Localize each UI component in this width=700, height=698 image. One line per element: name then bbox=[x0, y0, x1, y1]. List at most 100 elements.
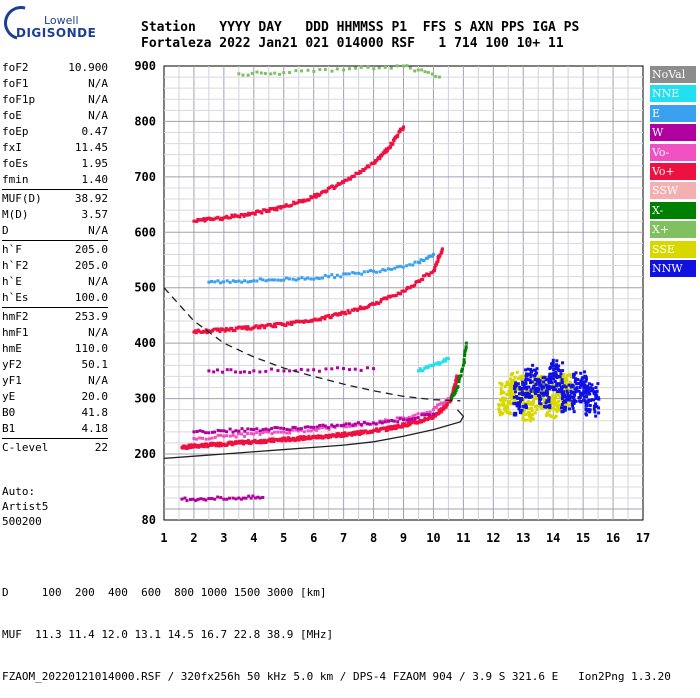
data-point bbox=[272, 430, 276, 434]
data-point bbox=[555, 405, 559, 409]
data-point bbox=[237, 496, 241, 500]
data-point bbox=[243, 212, 247, 216]
data-point bbox=[563, 391, 567, 395]
data-point bbox=[369, 302, 373, 306]
data-point bbox=[237, 429, 241, 433]
data-point bbox=[528, 381, 532, 385]
data-point bbox=[579, 393, 583, 397]
data-point bbox=[402, 125, 405, 129]
polarization-legend: NoVal NNE E W Vo- Vo+ SSW X- X+ SSE NNW bbox=[650, 66, 696, 279]
data-point bbox=[243, 429, 247, 433]
param-key: h`F bbox=[2, 243, 22, 256]
data-point bbox=[590, 383, 594, 387]
x-tick-label: 15 bbox=[576, 531, 590, 545]
data-point bbox=[508, 412, 512, 416]
data-point bbox=[562, 384, 566, 388]
data-point bbox=[421, 369, 425, 373]
data-point bbox=[595, 389, 599, 393]
data-point bbox=[529, 389, 533, 393]
data-point bbox=[252, 211, 256, 215]
data-point bbox=[541, 406, 545, 410]
data-point bbox=[567, 407, 571, 411]
data-point bbox=[518, 405, 522, 409]
data-point bbox=[431, 363, 435, 367]
param-value: 41.8 bbox=[81, 406, 109, 419]
data-point bbox=[350, 432, 354, 436]
param-value: 10.900 bbox=[68, 61, 108, 74]
data-point bbox=[524, 389, 528, 393]
data-point bbox=[343, 434, 347, 438]
footer-file-info: FZAOM_20220121014000.RSF / 320fx256h 50 … bbox=[2, 670, 671, 683]
data-point bbox=[234, 370, 238, 374]
data-point bbox=[519, 397, 523, 401]
data-point bbox=[427, 273, 431, 277]
data-point bbox=[506, 399, 510, 403]
data-point bbox=[550, 372, 554, 376]
data-point bbox=[344, 312, 348, 316]
header-values: Fortaleza 2022 Jan21 021 014000 RSF 1 71… bbox=[141, 36, 564, 51]
data-point bbox=[225, 497, 229, 501]
data-point bbox=[200, 436, 204, 440]
data-point bbox=[548, 376, 552, 380]
data-point bbox=[534, 378, 538, 382]
data-point bbox=[228, 496, 232, 500]
data-point bbox=[373, 302, 377, 306]
data-point bbox=[436, 403, 440, 407]
data-point bbox=[567, 403, 571, 407]
data-point bbox=[592, 398, 596, 402]
data-point bbox=[522, 407, 526, 411]
data-point bbox=[301, 200, 305, 204]
data-point bbox=[230, 213, 234, 217]
data-point bbox=[201, 429, 205, 433]
data-point bbox=[222, 429, 226, 433]
data-point bbox=[548, 409, 552, 413]
legend-item-nne: NNE bbox=[650, 85, 696, 103]
data-point bbox=[521, 374, 525, 378]
data-point bbox=[253, 438, 257, 442]
data-point bbox=[246, 432, 250, 436]
data-point bbox=[583, 399, 587, 403]
data-point bbox=[592, 404, 596, 408]
data-point bbox=[299, 428, 303, 432]
data-point bbox=[538, 379, 542, 383]
data-point bbox=[529, 370, 533, 374]
x-tick-label: 10 bbox=[426, 531, 440, 545]
data-point bbox=[545, 414, 549, 418]
param-value: N/A bbox=[88, 109, 108, 122]
data-point bbox=[252, 428, 256, 432]
data-point bbox=[325, 189, 329, 193]
data-point bbox=[280, 205, 284, 209]
data-point bbox=[567, 389, 571, 393]
data-point bbox=[524, 382, 528, 386]
data-point bbox=[516, 377, 520, 381]
data-point bbox=[314, 318, 318, 322]
data-point bbox=[451, 392, 455, 396]
data-point bbox=[255, 431, 259, 435]
data-point bbox=[241, 496, 245, 500]
data-point bbox=[373, 161, 377, 165]
data-point bbox=[573, 393, 577, 397]
data-point bbox=[210, 443, 214, 447]
data-point bbox=[337, 183, 341, 187]
data-point bbox=[234, 280, 238, 284]
data-point bbox=[246, 73, 250, 77]
data-point bbox=[278, 72, 282, 76]
data-point bbox=[535, 408, 539, 412]
data-point bbox=[532, 384, 536, 388]
data-point bbox=[540, 384, 544, 388]
param-key: foEs bbox=[2, 157, 29, 170]
data-point bbox=[529, 368, 533, 372]
data-point bbox=[560, 397, 564, 401]
data-point bbox=[530, 409, 534, 413]
data-point bbox=[306, 276, 310, 280]
data-point bbox=[364, 166, 368, 170]
data-point bbox=[422, 411, 426, 415]
data-point bbox=[344, 422, 348, 426]
data-point bbox=[577, 389, 581, 393]
x-tick-label: 12 bbox=[486, 531, 500, 545]
data-point bbox=[234, 429, 238, 433]
data-point bbox=[584, 379, 588, 383]
data-point bbox=[554, 388, 558, 392]
data-point bbox=[531, 402, 535, 406]
data-point bbox=[253, 212, 257, 216]
